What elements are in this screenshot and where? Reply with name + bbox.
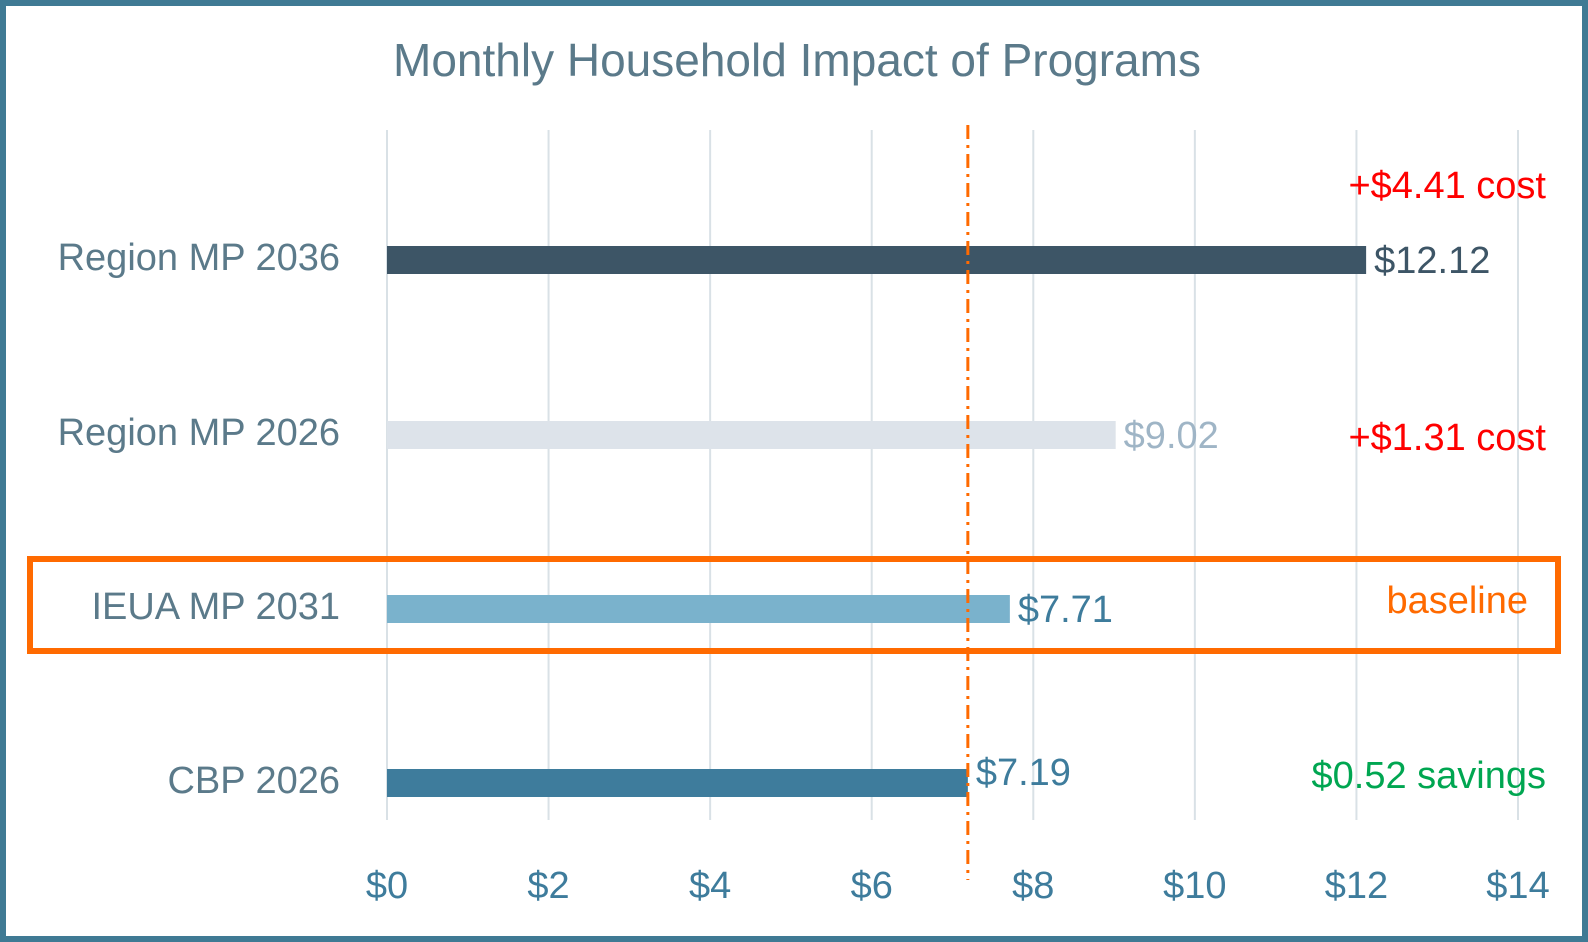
value-label: $9.02 <box>1124 415 1219 457</box>
chart-title: Monthly Household Impact of Programs <box>393 34 1201 86</box>
x-tick-label: $14 <box>1486 865 1549 907</box>
y-tick-label: CBP 2026 <box>167 760 340 802</box>
annotation: +$4.41 cost <box>1348 165 1546 207</box>
y-tick-label: Region MP 2026 <box>58 412 340 454</box>
bar <box>387 769 968 797</box>
value-label: $7.19 <box>976 752 1071 794</box>
x-tick-label: $12 <box>1325 865 1388 907</box>
annotation: +$1.31 cost <box>1348 417 1546 459</box>
x-tick-label: $0 <box>366 865 408 907</box>
value-label: $7.71 <box>1018 589 1113 631</box>
bar <box>387 595 1010 623</box>
x-tick-label: $10 <box>1163 865 1226 907</box>
annotation: $0.52 savings <box>1312 755 1547 797</box>
y-tick-label: Region MP 2036 <box>58 237 340 279</box>
x-tick-label: $6 <box>851 865 893 907</box>
x-tick-label: $4 <box>689 865 731 907</box>
annotation: baseline <box>1386 580 1528 622</box>
x-tick-label: $2 <box>527 865 569 907</box>
x-tick-label: $8 <box>1012 865 1054 907</box>
value-label: $12.12 <box>1374 240 1490 282</box>
highlight-box <box>27 556 1561 654</box>
bar <box>387 421 1116 449</box>
bar <box>387 246 1367 274</box>
y-tick-label: IEUA MP 2031 <box>91 586 340 628</box>
